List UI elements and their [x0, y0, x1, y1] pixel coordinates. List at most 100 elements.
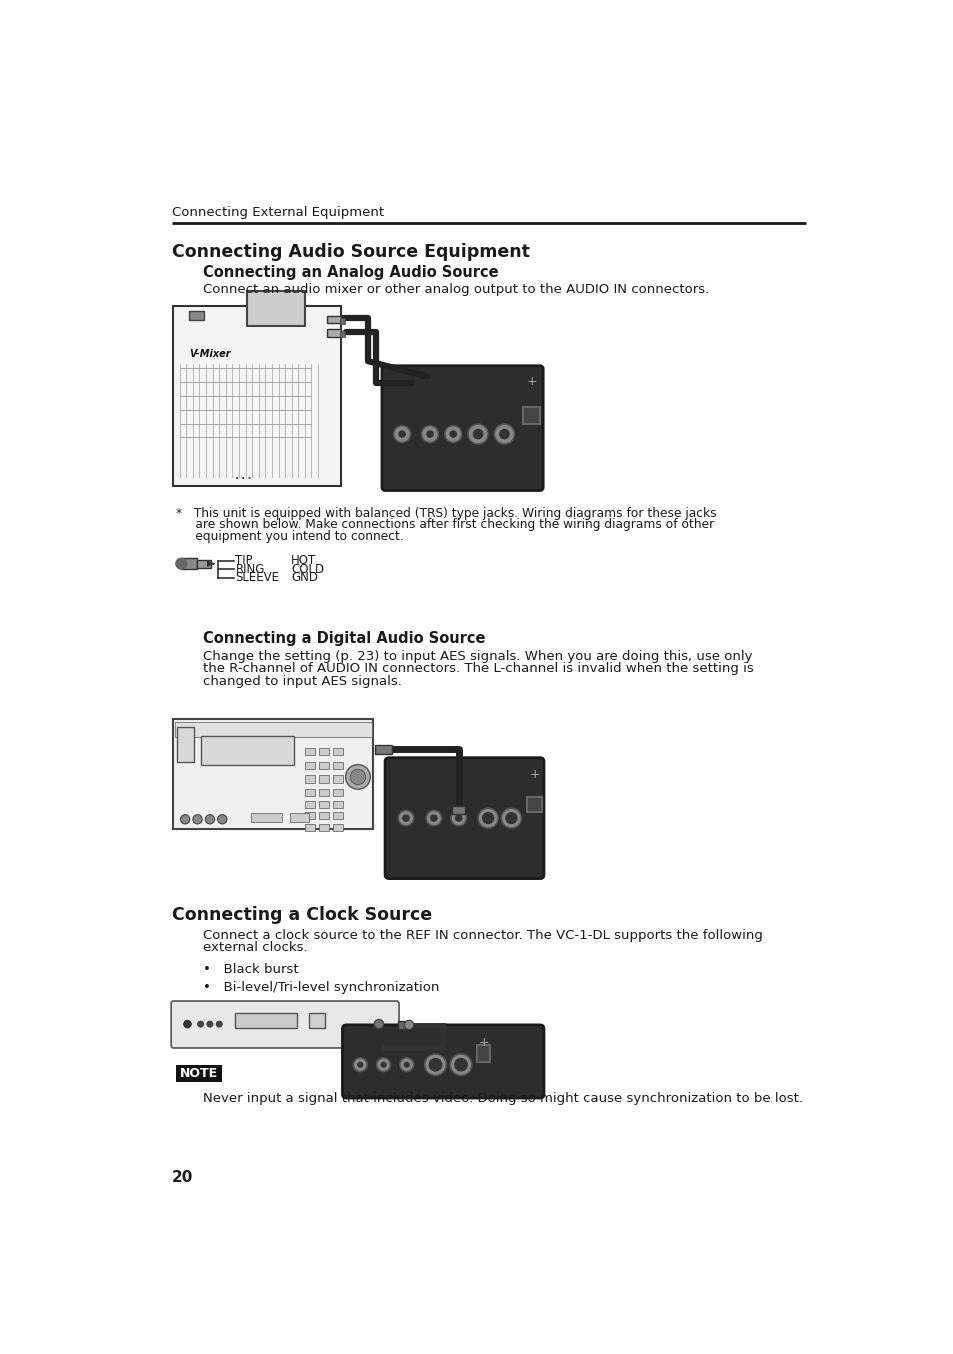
- Bar: [476, 1045, 490, 1062]
- Bar: [251, 814, 282, 822]
- Circle shape: [456, 815, 461, 822]
- Bar: [173, 306, 340, 486]
- Circle shape: [175, 558, 187, 569]
- Circle shape: [422, 427, 436, 441]
- Text: •   Bi-level/Tri-level synchronization: • Bi-level/Tri-level synchronization: [203, 982, 439, 994]
- Circle shape: [451, 811, 466, 826]
- Circle shape: [404, 1063, 409, 1067]
- Bar: [174, 722, 372, 737]
- Bar: [397, 1021, 409, 1029]
- Circle shape: [381, 1063, 385, 1067]
- Circle shape: [452, 812, 464, 825]
- Bar: [305, 747, 315, 756]
- Circle shape: [479, 810, 497, 826]
- Circle shape: [477, 808, 497, 829]
- Text: the R-channel of AUDIO IN connectors. The L-channel is invalid when the setting : the R-channel of AUDIO IN connectors. Th…: [203, 662, 753, 676]
- Circle shape: [427, 431, 433, 437]
- Bar: [305, 761, 315, 769]
- Bar: [319, 747, 329, 756]
- Bar: [305, 825, 315, 831]
- Circle shape: [397, 811, 414, 826]
- Circle shape: [468, 424, 488, 444]
- Bar: [319, 825, 329, 831]
- Bar: [305, 776, 315, 783]
- Circle shape: [193, 815, 202, 825]
- Bar: [319, 789, 329, 796]
- Text: *   This unit is equipped with balanced (TRS) type jacks. Wiring diagrams for th: * This unit is equipped with balanced (T…: [175, 506, 716, 520]
- Text: Connecting a Digital Audio Source: Connecting a Digital Audio Source: [203, 631, 485, 646]
- Text: Connect a clock source to the REF IN connector. The VC-1-DL supports the followi: Connect a clock source to the REF IN con…: [203, 929, 762, 941]
- Bar: [333, 789, 343, 796]
- Text: +: +: [526, 375, 537, 389]
- Bar: [319, 761, 329, 769]
- Circle shape: [395, 427, 409, 441]
- Circle shape: [426, 811, 441, 826]
- Circle shape: [401, 1059, 412, 1070]
- Circle shape: [500, 808, 521, 829]
- Circle shape: [398, 431, 405, 437]
- Circle shape: [496, 425, 513, 443]
- Circle shape: [376, 1057, 390, 1071]
- Text: GND: GND: [291, 571, 318, 584]
- Bar: [340, 332, 344, 337]
- Circle shape: [450, 1053, 472, 1075]
- FancyBboxPatch shape: [385, 758, 543, 879]
- Text: HOT: HOT: [291, 554, 316, 567]
- Bar: [305, 800, 315, 808]
- Text: +: +: [477, 1036, 488, 1049]
- Bar: [290, 814, 309, 822]
- Circle shape: [205, 815, 214, 825]
- Bar: [173, 719, 373, 829]
- Text: 20: 20: [172, 1170, 193, 1185]
- Text: Connecting an Analog Audio Source: Connecting an Analog Audio Source: [203, 265, 498, 280]
- Text: external clocks.: external clocks.: [203, 941, 307, 955]
- Circle shape: [345, 765, 370, 789]
- Bar: [181, 558, 196, 569]
- Bar: [333, 825, 343, 831]
- Circle shape: [455, 1059, 467, 1071]
- FancyBboxPatch shape: [381, 366, 542, 490]
- Circle shape: [353, 1057, 367, 1071]
- Bar: [375, 745, 392, 754]
- Circle shape: [180, 815, 190, 825]
- Bar: [327, 329, 340, 337]
- Circle shape: [431, 815, 436, 822]
- Bar: [522, 408, 539, 424]
- Circle shape: [207, 1021, 213, 1028]
- Text: SLEEVE: SLEEVE: [235, 571, 279, 584]
- Bar: [200, 737, 294, 765]
- Text: +: +: [529, 768, 539, 781]
- FancyBboxPatch shape: [171, 1001, 398, 1048]
- FancyBboxPatch shape: [342, 1025, 543, 1098]
- Text: TIP: TIP: [235, 554, 253, 567]
- Bar: [333, 776, 343, 783]
- Text: are shown below. Make connections after first checking the wiring diagrams of ot: are shown below. Make connections after …: [175, 519, 714, 531]
- Text: Connecting a Clock Source: Connecting a Clock Source: [172, 906, 432, 923]
- Circle shape: [399, 812, 412, 825]
- Circle shape: [216, 1021, 222, 1028]
- Circle shape: [505, 812, 517, 823]
- Circle shape: [217, 815, 227, 825]
- Bar: [333, 800, 343, 808]
- Circle shape: [429, 1059, 441, 1071]
- Circle shape: [446, 427, 459, 441]
- Bar: [189, 311, 204, 321]
- Circle shape: [473, 429, 482, 439]
- Text: Connect an audio mixer or other analog output to the AUDIO IN connectors.: Connect an audio mixer or other analog o…: [203, 283, 708, 297]
- Circle shape: [482, 812, 493, 823]
- Bar: [327, 315, 340, 324]
- Circle shape: [377, 1059, 389, 1070]
- Circle shape: [197, 1021, 204, 1028]
- Circle shape: [357, 1063, 362, 1067]
- Circle shape: [452, 1056, 470, 1074]
- Bar: [235, 1013, 297, 1028]
- Circle shape: [426, 1056, 444, 1074]
- Text: V-Mixer: V-Mixer: [189, 349, 231, 359]
- Circle shape: [355, 1059, 365, 1070]
- Circle shape: [394, 425, 410, 443]
- Bar: [526, 798, 542, 812]
- Text: • • •: • • •: [235, 477, 252, 482]
- Bar: [196, 559, 211, 567]
- Circle shape: [399, 1057, 414, 1071]
- Text: Never input a signal that includes video. Doing so might cause synchronization t: Never input a signal that includes video…: [203, 1091, 802, 1105]
